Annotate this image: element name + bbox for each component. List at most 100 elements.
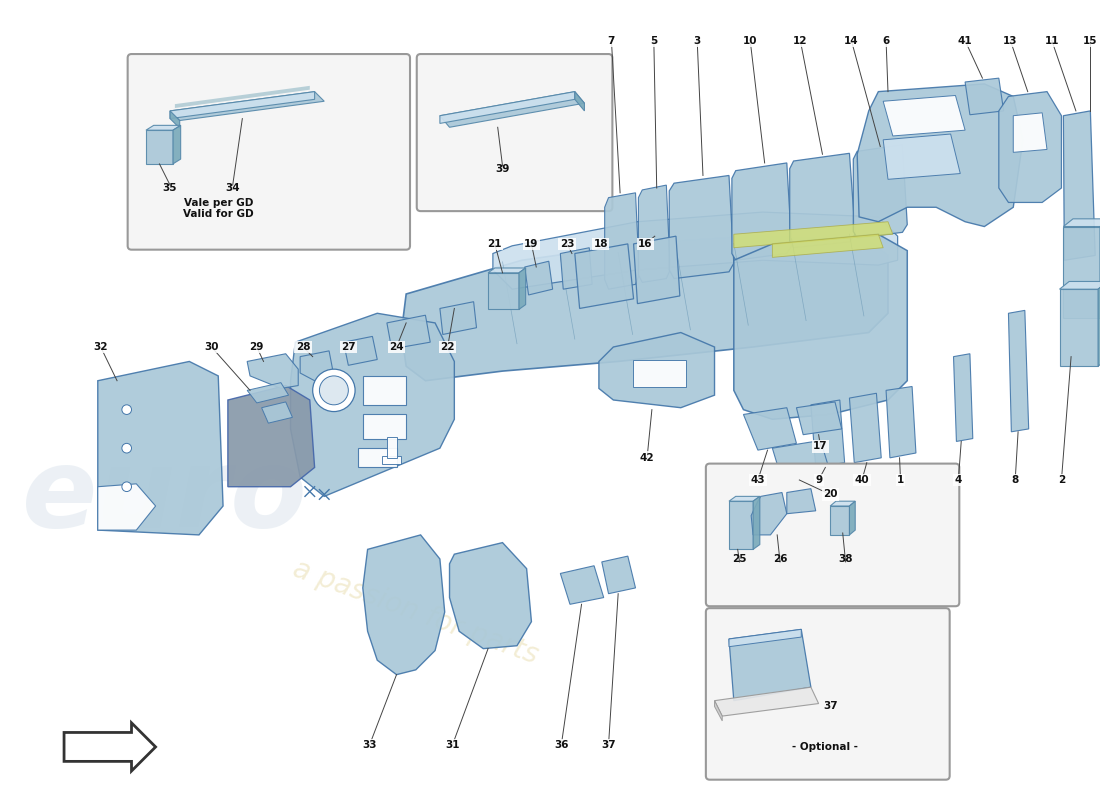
Text: 34: 34 — [226, 183, 240, 193]
Text: 10: 10 — [742, 35, 758, 46]
Polygon shape — [173, 126, 180, 164]
Text: 12: 12 — [793, 35, 807, 46]
Polygon shape — [175, 86, 310, 108]
Polygon shape — [248, 382, 288, 403]
Text: 35: 35 — [163, 183, 177, 193]
Text: Vale per GD: Vale per GD — [184, 198, 253, 208]
Polygon shape — [638, 185, 670, 282]
Polygon shape — [64, 723, 155, 771]
Polygon shape — [525, 262, 552, 295]
Polygon shape — [1098, 282, 1100, 366]
Polygon shape — [729, 630, 811, 701]
Polygon shape — [790, 154, 855, 248]
Text: 20: 20 — [823, 490, 837, 499]
Polygon shape — [1064, 219, 1100, 226]
Polygon shape — [754, 496, 760, 550]
Polygon shape — [786, 489, 816, 514]
Text: 30: 30 — [205, 342, 219, 352]
Text: 32: 32 — [94, 342, 108, 352]
Text: euro: euro — [22, 443, 308, 550]
Polygon shape — [772, 234, 883, 258]
Polygon shape — [857, 84, 1023, 226]
Polygon shape — [290, 314, 454, 496]
Bar — [382, 456, 402, 464]
Polygon shape — [1064, 226, 1100, 318]
Polygon shape — [1013, 113, 1047, 152]
Bar — [363, 414, 406, 438]
Polygon shape — [598, 333, 715, 408]
Bar — [387, 437, 396, 458]
Text: 4: 4 — [955, 475, 962, 485]
Polygon shape — [1059, 282, 1100, 289]
Polygon shape — [965, 78, 1003, 114]
Text: 7: 7 — [607, 35, 615, 46]
Polygon shape — [402, 236, 888, 381]
Polygon shape — [734, 234, 908, 419]
Polygon shape — [493, 212, 898, 289]
Text: 39: 39 — [495, 164, 509, 174]
Text: 19: 19 — [525, 239, 539, 249]
Text: 21: 21 — [487, 239, 502, 249]
Text: 15: 15 — [1084, 35, 1098, 46]
Bar — [358, 448, 396, 467]
Polygon shape — [363, 535, 444, 674]
Text: 42: 42 — [640, 453, 654, 463]
Text: 41: 41 — [958, 35, 972, 46]
Polygon shape — [262, 402, 293, 423]
Polygon shape — [732, 163, 792, 260]
Text: 22: 22 — [440, 342, 454, 352]
Polygon shape — [146, 130, 173, 164]
Polygon shape — [1064, 111, 1096, 260]
Polygon shape — [634, 236, 680, 304]
Polygon shape — [883, 95, 965, 136]
Circle shape — [122, 482, 132, 491]
Polygon shape — [560, 248, 592, 289]
Text: 24: 24 — [389, 342, 404, 352]
Polygon shape — [440, 92, 584, 127]
Polygon shape — [744, 408, 796, 450]
Circle shape — [122, 443, 132, 453]
Polygon shape — [796, 402, 842, 434]
Polygon shape — [560, 566, 604, 604]
Text: Valid for GD: Valid for GD — [183, 209, 254, 219]
Text: 36: 36 — [554, 740, 569, 750]
Text: 3: 3 — [694, 35, 701, 46]
FancyBboxPatch shape — [417, 54, 613, 211]
FancyBboxPatch shape — [706, 464, 959, 606]
Text: 23: 23 — [560, 239, 574, 249]
Polygon shape — [440, 92, 575, 123]
Text: 37: 37 — [823, 702, 837, 711]
Polygon shape — [954, 354, 972, 442]
Text: 14: 14 — [844, 35, 859, 46]
Polygon shape — [602, 556, 636, 594]
Polygon shape — [170, 111, 179, 128]
Polygon shape — [999, 92, 1062, 202]
Polygon shape — [751, 493, 786, 535]
Polygon shape — [887, 386, 916, 458]
Polygon shape — [830, 501, 855, 506]
Polygon shape — [228, 386, 315, 486]
Text: 6: 6 — [882, 35, 890, 46]
Polygon shape — [729, 630, 801, 646]
Bar — [632, 359, 685, 386]
Polygon shape — [519, 268, 526, 310]
Text: 33: 33 — [362, 740, 377, 750]
Text: 18: 18 — [594, 239, 608, 249]
Polygon shape — [669, 175, 734, 278]
Polygon shape — [772, 441, 830, 480]
Polygon shape — [450, 542, 531, 649]
Text: 1: 1 — [896, 475, 904, 485]
Polygon shape — [300, 351, 334, 381]
Text: 27: 27 — [341, 342, 355, 352]
Polygon shape — [1009, 310, 1028, 432]
Text: 8: 8 — [1012, 475, 1019, 485]
Text: 31: 31 — [446, 740, 460, 750]
Circle shape — [312, 369, 355, 411]
Polygon shape — [343, 336, 377, 366]
Text: 37: 37 — [602, 740, 616, 750]
Circle shape — [122, 405, 132, 414]
Polygon shape — [729, 496, 760, 501]
FancyBboxPatch shape — [706, 608, 949, 780]
Polygon shape — [729, 501, 754, 550]
Polygon shape — [849, 501, 855, 535]
